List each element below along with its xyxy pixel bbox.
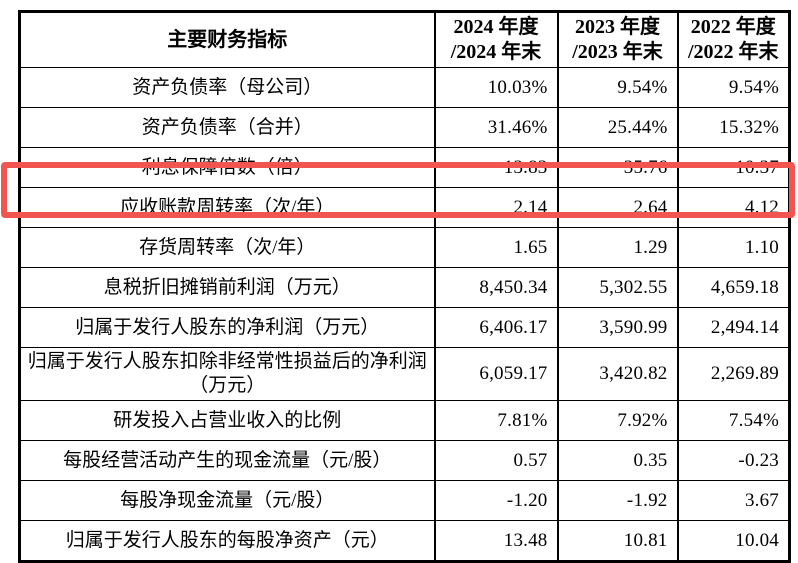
indicator-label: 应收账款周转率（次/年）: [19, 187, 435, 228]
table-row: 归属于发行人股东的每股净资产（元） 13.48 10.81 10.04: [19, 520, 790, 562]
indicator-value: 3.67: [676, 480, 790, 521]
indicator-value: 10.04: [676, 520, 790, 562]
indicator-value: 7.92%: [556, 400, 678, 441]
table-row: 归属于发行人股东的净利润（万元） 6,406.17 3,590.99 2,494.14: [19, 307, 790, 348]
indicator-value: 4.12: [676, 187, 790, 228]
indicator-value: 0.35: [556, 440, 678, 481]
indicator-value: 1.65: [433, 227, 558, 268]
table-row: 利息保障倍数（倍） 13.83 35.76 10.37: [19, 147, 790, 188]
table-body: 资产负债率（母公司） 10.03% 9.54% 9.54% 资产负债率（合并） 31.46…: [19, 67, 790, 562]
table-row-highlighted: 应收账款周转率（次/年） 2.14 2.64 4.12: [19, 187, 790, 228]
indicator-value: 9.54%: [556, 67, 678, 108]
indicator-value: 10.03%: [433, 67, 558, 108]
indicator-value: 3,590.99: [556, 307, 678, 348]
indicator-label: 资产负债率（母公司）: [19, 67, 435, 108]
header-period-2024: 2024 年度 /2024 年末: [433, 11, 558, 68]
indicator-value: 1.29: [556, 227, 678, 268]
table-row: 归属于发行人股东扣除非经常性损益后的净利润 （万元） 6,059.17 3,420.…: [19, 347, 790, 401]
indicator-value: 0.57: [433, 440, 558, 481]
indicator-value: 2.64: [556, 187, 678, 228]
indicator-value: -0.23: [676, 440, 790, 481]
indicator-value: 10.37: [676, 147, 790, 188]
indicator-label: 研发投入占营业收入的比例: [19, 400, 435, 441]
indicator-value: 2,269.89: [676, 347, 790, 401]
header-period-2023: 2023 年度 /2023 年末: [556, 11, 678, 68]
indicator-label: 每股净现金流量（元/股）: [19, 480, 435, 521]
table-row: 存货周转率（次/年） 1.65 1.29 1.10: [19, 227, 790, 268]
indicator-value: 4,659.18: [676, 267, 790, 308]
indicator-label: 归属于发行人股东的净利润（万元）: [19, 307, 435, 348]
indicator-value: -1.20: [433, 480, 558, 521]
header-indicator: 主要财务指标: [19, 11, 435, 68]
indicator-label: 归属于发行人股东的每股净资产（元）: [19, 520, 435, 562]
indicator-label: 每股经营活动产生的现金流量（元/股）: [19, 440, 435, 481]
financial-indicators-table: 主要财务指标 2024 年度 /2024 年末 2023 年度 /2023 年末…: [18, 10, 791, 563]
indicator-label: 存货周转率（次/年）: [19, 227, 435, 268]
indicator-value: 13.83: [433, 147, 558, 188]
indicator-value: 25.44%: [556, 107, 678, 148]
table-row: 资产负债率（母公司） 10.03% 9.54% 9.54%: [19, 67, 790, 108]
indicator-value: 15.32%: [676, 107, 790, 148]
indicator-value: 6,059.17: [433, 347, 558, 401]
indicator-label: 息税折旧摊销前利润（万元）: [19, 267, 435, 308]
indicator-value: 31.46%: [433, 107, 558, 148]
indicator-value: 6,406.17: [433, 307, 558, 348]
indicator-value: 7.81%: [433, 400, 558, 441]
indicator-value: 8,450.34: [433, 267, 558, 308]
table-row: 研发投入占营业收入的比例 7.81% 7.92% 7.54%: [19, 400, 790, 441]
indicator-label: 归属于发行人股东扣除非经常性损益后的净利润 （万元）: [19, 347, 435, 401]
header-period-2022: 2022 年度 /2022 年末: [676, 11, 790, 68]
indicator-value: 10.81: [556, 520, 678, 562]
table-row: 每股净现金流量（元/股） -1.20 -1.92 3.67: [19, 480, 790, 521]
indicator-value: 5,302.55: [556, 267, 678, 308]
indicator-value: 35.76: [556, 147, 678, 188]
table-row: 息税折旧摊销前利润（万元） 8,450.34 5,302.55 4,659.18: [19, 267, 790, 308]
indicator-value: 2,494.14: [676, 307, 790, 348]
indicator-value: 3,420.82: [556, 347, 678, 401]
table-row: 每股经营活动产生的现金流量（元/股） 0.57 0.35 -0.23: [19, 440, 790, 481]
indicator-label: 资产负债率（合并）: [19, 107, 435, 148]
document-page: 主要财务指标 2024 年度 /2024 年末 2023 年度 /2023 年末…: [1, 10, 795, 563]
indicator-value: 7.54%: [676, 400, 790, 441]
indicator-value: -1.92: [556, 480, 678, 521]
indicator-value: 1.10: [676, 227, 790, 268]
indicator-value: 2.14: [433, 187, 558, 228]
indicator-value: 13.48: [433, 520, 558, 562]
table-row: 资产负债率（合并） 31.46% 25.44% 15.32%: [19, 107, 790, 148]
table-header-row: 主要财务指标 2024 年度 /2024 年末 2023 年度 /2023 年末…: [19, 11, 790, 68]
indicator-value: 9.54%: [676, 67, 790, 108]
indicator-label: 利息保障倍数（倍）: [19, 147, 435, 188]
